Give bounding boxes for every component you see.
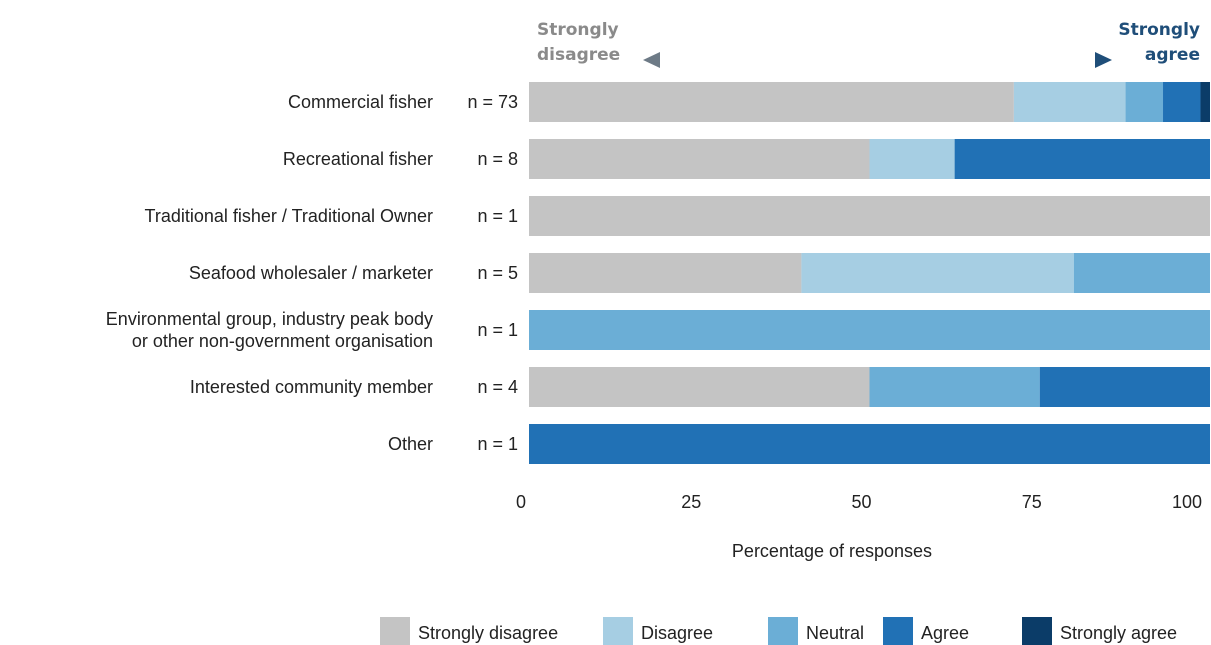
bar-segment: [529, 196, 1210, 236]
category-label: Environmental group, industry peak body …: [105, 309, 433, 351]
x-tick-label: 50: [851, 492, 871, 512]
bar-segment: [529, 253, 802, 293]
legend-swatch: [768, 617, 798, 645]
bar-segment: [529, 424, 1210, 464]
legend-swatch: [380, 617, 410, 645]
n-label: n = 73: [467, 92, 518, 112]
n-label: n = 1: [477, 434, 518, 454]
bar-segment: [801, 253, 1074, 293]
x-tick-label: 0: [516, 492, 526, 512]
category-label: Traditional fisher / Traditional Owner: [144, 206, 433, 226]
bar-segment: [1039, 367, 1210, 407]
n-label: n = 4: [477, 377, 518, 397]
n-label: n = 1: [477, 206, 518, 226]
n-label: n = 8: [477, 149, 518, 169]
arrow-head-right: [1095, 52, 1112, 68]
bar-segment: [529, 310, 1210, 350]
bar-segment: [869, 139, 955, 179]
n-label: n = 1: [477, 320, 518, 340]
bar-segment: [954, 139, 1210, 179]
bar-segment: [1013, 82, 1126, 122]
category-label: Commercial fisher: [287, 92, 433, 112]
n-label: n = 5: [477, 263, 518, 283]
bar-segment: [869, 367, 1040, 407]
legend-label: Strongly disagree: [418, 623, 558, 643]
bar-segment: [1163, 82, 1201, 122]
bar-segment: [529, 367, 870, 407]
bar-segment: [529, 82, 1014, 122]
bar-segment: [1200, 82, 1210, 122]
annotation: Strongly disagree: [537, 20, 621, 65]
legend-swatch: [603, 617, 633, 645]
x-tick-label: 25: [681, 492, 701, 512]
x-tick-label: 75: [1022, 492, 1042, 512]
bar-segment: [1073, 253, 1210, 293]
legend-label: Disagree: [641, 623, 713, 643]
annotation: Strongly agree: [1118, 20, 1200, 65]
legend-label: Agree: [921, 623, 969, 643]
category-label: Other: [387, 434, 433, 454]
category-label: Seafood wholesaler / marketer: [188, 263, 433, 283]
bar-segment: [529, 139, 870, 179]
x-axis-label: Percentage of responses: [732, 541, 932, 561]
legend-swatch: [1022, 617, 1052, 645]
legend-label: Neutral: [806, 623, 864, 643]
category-label: Recreational fisher: [282, 149, 433, 169]
bar-segment: [1125, 82, 1164, 122]
x-tick-label: 100: [1172, 492, 1202, 512]
arrow-head-left: [643, 52, 660, 68]
category-label: Interested community member: [189, 377, 433, 397]
legend-swatch: [883, 617, 913, 645]
legend-label: Strongly agree: [1060, 623, 1177, 643]
